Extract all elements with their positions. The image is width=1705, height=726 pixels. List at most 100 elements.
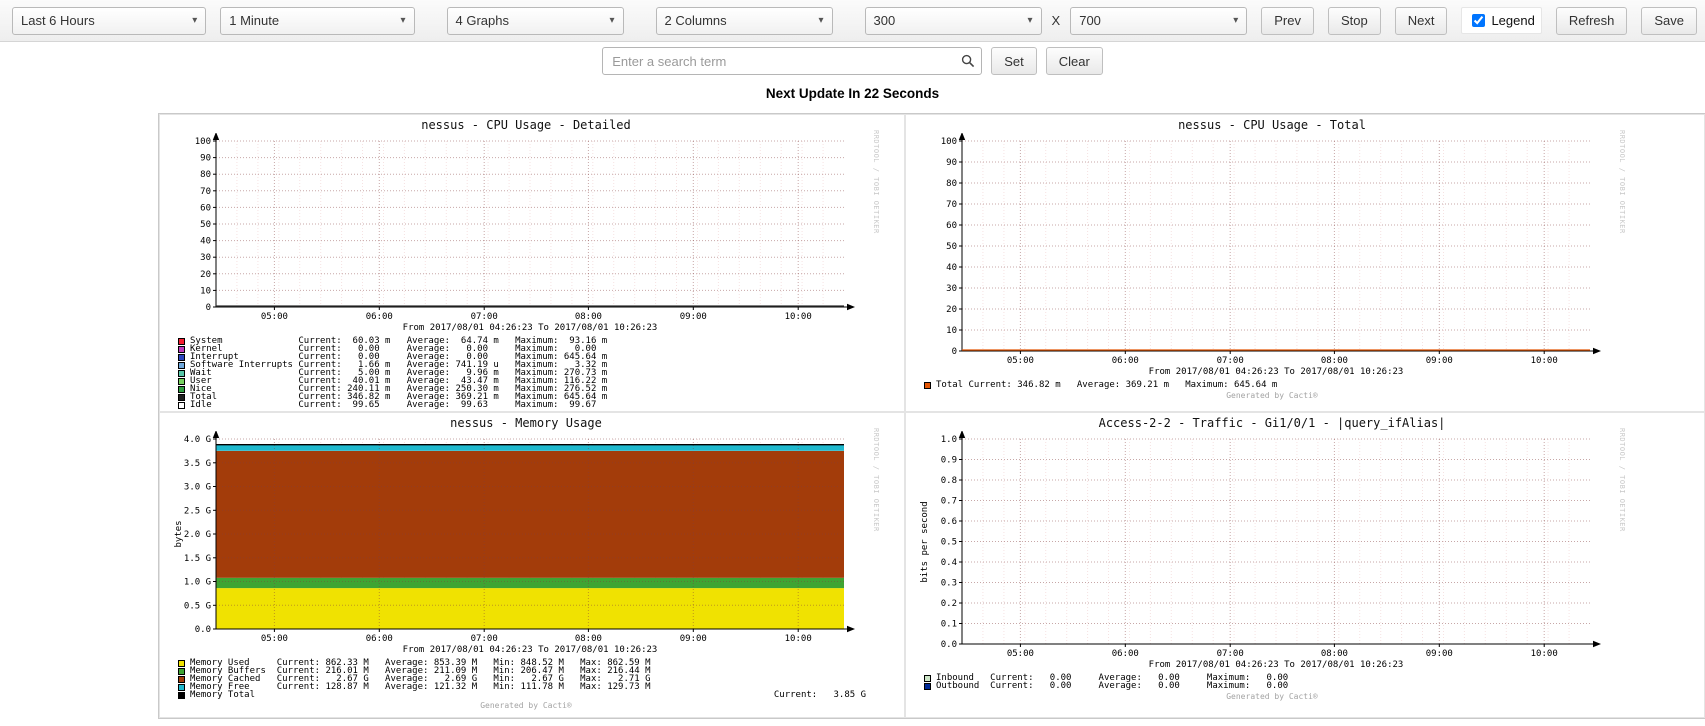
svg-text:100: 100 [941,137,957,147]
legend-row: Wait Current: 5.00 m Average: 9.96 m Maxi… [178,369,880,378]
svg-text:0.7: 0.7 [941,497,957,507]
chevron-down-icon: ▾ [400,15,406,26]
svg-text:07:00: 07:00 [1217,356,1244,366]
legend-swatch [924,682,931,690]
generated-by-label: Generated by Cacti® [1226,692,1318,701]
legend-swatch [178,683,185,691]
svg-text:05:00: 05:00 [261,634,288,644]
legend-row: Memory Used Current: 862.33 M Average: 85… [178,659,880,668]
svg-text:05:00: 05:00 [1007,356,1034,366]
legend-row: Memory Total Current: 3.85 G [178,690,880,700]
svg-text:05:00: 05:00 [1007,649,1034,659]
timespan-select[interactable]: Last 6 Hours ▾ [12,6,207,35]
refresh-button[interactable]: Refresh [1555,6,1628,35]
refresh-interval-select[interactable]: 1 Minute ▾ [220,6,415,35]
chevron-down-icon: ▾ [818,15,824,26]
legend-series-label: Software Interrupts [190,360,293,370]
svg-text:0.5 G: 0.5 G [184,601,211,611]
graph-title: nessus - CPU Usage - Total [1178,118,1366,132]
rrdtool-watermark: RRDTOOL / TOBI OETIKER [872,428,880,532]
columns-select-value: 2 Columns [664,13,727,28]
search-icon [962,54,975,68]
legend-row: Memory Cached Current: 2.67 G Average: 2.… [178,674,880,684]
svg-text:0.0: 0.0 [941,640,957,650]
rrd-graph-traffic[interactable]: Access-2-2 - Traffic - Gi1/0/1 - |query_… [918,416,1626,701]
graphs-grid: nessus - CPU Usage - Detailed 0 10 20 30 40 5… [158,113,1705,719]
svg-text:0: 0 [206,303,211,313]
svg-text:90: 90 [200,154,211,164]
legend-checkbox-label: Legend [1491,13,1535,28]
graph-x-range-label: From 2017/08/01 04:26:23 To 2017/08/01 1… [402,323,658,333]
svg-text:06:00: 06:00 [366,634,393,644]
chevron-down-icon: ▾ [609,15,615,26]
svg-text:80: 80 [946,179,957,189]
svg-text:20: 20 [946,305,957,315]
legend-series-stats: Current: 0.00 Average: 0.00 Maximum: 0.0… [298,344,608,354]
legend-series-stats: Current: 0.00 Average: 0.00 Maximum: 0.0… [990,673,1300,683]
svg-text:3.0 G: 3.0 G [184,483,211,493]
legend-series-stats: Current: 2.67 G Average: 2.69 G Min: 2.6… [276,674,651,684]
graph-x-range-label: From 2017/08/01 04:26:23 To 2017/08/01 1… [402,645,658,655]
svg-text:0.1: 0.1 [941,620,957,630]
svg-text:2.5 G: 2.5 G [184,506,211,516]
graph-width-select-value: 700 [1079,13,1101,28]
legend-row: Outbound Current: 0.00 Average: 0.00 Maxi… [924,682,1626,691]
legend-row: Memory Free Current: 128.87 M Average: 12… [178,682,880,692]
graph-cell-traffic: Access-2-2 - Traffic - Gi1/0/1 - |query_… [905,412,1705,718]
legend-row: Total Current: 346.82 m Average: 369.21 m… [178,392,880,402]
graphs-per-page-select[interactable]: 4 Graphs ▾ [446,6,624,35]
legend-toggle: Legend [1461,7,1542,34]
legend-series-label: Interrupt [190,352,239,362]
rrd-graph-cpu-total[interactable]: nessus - CPU Usage - Total 0 10 20 30 40 50 60… [918,118,1626,400]
graph-cell-memory-usage: nessus - Memory Usage 0.0 0.5 G 1.0 G 1.5 G… [159,412,905,718]
graph-legend: Memory Used Current: 862.33 M Average: 85… [178,659,880,700]
legend-row: Kernel Current: 0.00 Average: 0.00 Maximu… [178,344,880,354]
graph-x-range-label: From 2017/08/01 04:26:23 To 2017/08/01 1… [1148,660,1404,670]
legend-row: Inbound Current: 0.00 Average: 0.00 Maxim… [924,673,1626,683]
legend-row: User Current: 40.01 m Average: 43.47 m Ma… [178,377,880,386]
legend-row: Memory Buffers Current: 216.01 M Average:… [178,666,880,676]
legend-series-label: Total [190,392,218,402]
rrdtool-watermark: RRDTOOL / TOBI OETIKER [872,130,880,234]
timespan-select-value: Last 6 Hours [21,13,95,28]
legend-series-label: Memory Cached [190,674,261,684]
save-button[interactable]: Save [1641,6,1698,35]
rrd-graph-memory-usage[interactable]: nessus - Memory Usage 0.0 0.5 G 1.0 G 1.5 G… [172,416,880,710]
svg-text:10:00: 10:00 [785,312,812,322]
graph-width-select[interactable]: 700 ▾ [1070,6,1248,35]
clear-button[interactable]: Clear [1045,47,1103,75]
legend-series-stats: Current: 0.00 Average: 0.00 Maximum: 645… [298,352,608,362]
graph-legend: Total Current: 346.82 m Average: 369.21 m… [924,380,1626,390]
svg-text:08:00: 08:00 [575,634,602,644]
rrd-graph-cpu-detailed[interactable]: nessus - CPU Usage - Detailed 0 10 20 30 40 5… [172,118,880,411]
svg-text:09:00: 09:00 [1426,356,1453,366]
graph-title: nessus - Memory Usage [450,416,602,430]
legend-swatch [178,675,185,683]
legend-swatch [178,385,185,393]
columns-select[interactable]: 2 Columns ▾ [655,6,833,35]
graphs-per-page-select-value: 4 Graphs [455,13,509,28]
next-button[interactable]: Next [1394,6,1448,35]
stop-button[interactable]: Stop [1327,6,1381,35]
prev-button[interactable]: Prev [1261,6,1314,35]
legend-series-stats: Current: 346.82 m Average: 369.21 m Maxi… [968,380,1278,390]
legend-right-stat: Current: 3.85 G [773,690,866,700]
chevron-down-icon: ▾ [192,15,198,26]
search-input[interactable] [602,47,983,75]
legend-series-stats: Current: 128.87 M Average: 121.32 M Min:… [276,682,651,692]
graph-height-select[interactable]: 300 ▾ [864,6,1042,35]
legend-series-label: Kernel [190,344,223,354]
set-button[interactable]: Set [991,47,1037,75]
legend-series-label: Nice [190,384,212,394]
svg-text:10: 10 [946,326,957,336]
svg-text:1.0: 1.0 [941,435,957,445]
svg-text:09:00: 09:00 [680,312,707,322]
graph-plot-area: 0.0 0.5 G 1.0 G 1.5 G 2.0 G 2.5 G 3.0 G 3.5 G 4.… [174,431,855,644]
legend-series-label: Memory Buffers [190,666,266,676]
legend-checkbox[interactable] [1472,14,1486,27]
rrdtool-watermark: RRDTOOL / TOBI OETIKER [1618,428,1626,532]
legend-series-label: Idle [190,400,212,410]
next-update-status: Next Update In 22 Seconds [765,86,940,101]
svg-text:0.5: 0.5 [941,538,957,548]
legend-swatch [178,345,185,353]
